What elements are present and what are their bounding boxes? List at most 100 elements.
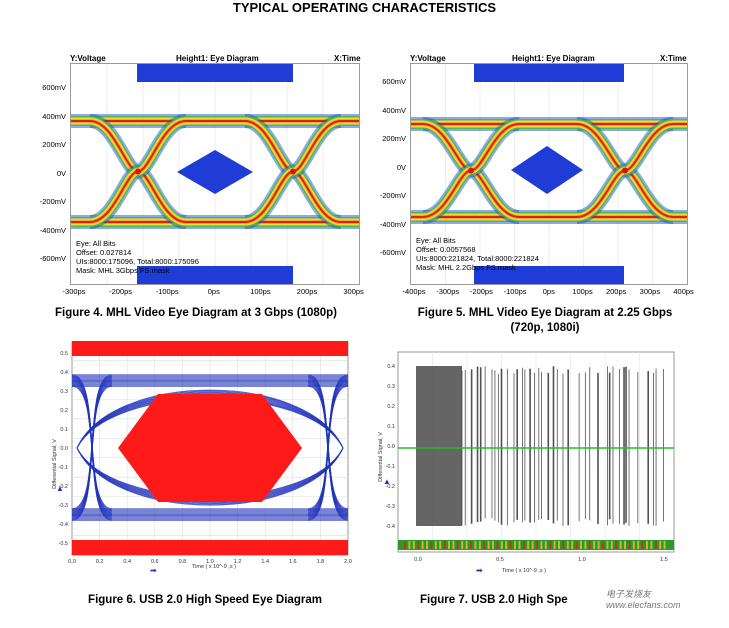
fig6-y-tick: 0.5: [60, 351, 68, 357]
fig7-decode-mark: [624, 541, 626, 549]
fig4-y-tick: -400mV: [39, 225, 66, 235]
fig7-x-tick: 0.0: [414, 557, 422, 563]
fig7-x-arrow-icon: ➡: [476, 566, 483, 575]
fig6-x-tick: 2.0: [344, 559, 352, 565]
fig5-y-tick: -200mV: [379, 191, 406, 200]
fig7-decode-mark: [421, 541, 424, 549]
fig5-x-tick: -100ps: [503, 287, 527, 296]
fig7-decode-mark: [610, 541, 613, 549]
fig6-y-tick: 0.3: [60, 389, 68, 395]
fig4-y-tick: 0V: [56, 168, 66, 178]
fig6-usb-eye-diagram: 0.5 0.4 0.3 0.2 0.1 0.0 -0.1 -0.2 -0.3 -0.4 -0.5 0.…: [56, 341, 352, 575]
fig4-bottom-rail: [71, 221, 359, 223]
fig7-decode-mark: [487, 541, 490, 549]
fig7-decode-mark: [496, 541, 499, 549]
fig7-usb-waveform: 0.4 0.3 0.2 0.1 0.0 -0.1 -0.2 -0.3 -0.4 0.0 0.5 1.0…: [383, 351, 675, 575]
fig5-x-tick: 400ps: [673, 287, 694, 296]
fig5-crossing-point: [468, 167, 474, 174]
fig7-decode-mark: [637, 541, 640, 549]
fig7-decode-mark: [659, 541, 662, 549]
fig7-decode-mark: [430, 541, 433, 549]
fig6-x-arrow-icon: ➡: [150, 566, 157, 575]
fig4-crossing-point: [135, 168, 141, 175]
fig6-x-axis-label: Time ( x 10^-9 ,s ): [192, 564, 236, 570]
fig5-mask-center: [511, 146, 583, 194]
fig5-info-uis: UIs:8000:221824, Total:8000:221824: [416, 254, 539, 263]
fig7-decode-mark: [434, 541, 437, 549]
fig4-info-offset: Offset: 0.027814: [76, 248, 132, 257]
fig6-y-tick: 0.0: [60, 446, 68, 452]
fig4-info-box: Eye: All Bits Offset: 0.027814 UIs:8000:…: [76, 239, 199, 275]
fig4-y-tick: 400mV: [42, 111, 66, 121]
fig4-info-uis: UIs:8000:175096, Total:8000:175096: [76, 257, 199, 266]
fig5-y-tick: 0V: [396, 162, 406, 172]
fig7-decode-mark: [584, 541, 587, 549]
fig7-decode-mark: [562, 541, 565, 549]
fig6-mask-center: [118, 394, 302, 502]
fig7-decode-mark: [650, 541, 653, 549]
figure-4-caption: Figure 4. MHL Video Eye Diagram at 3 Gbp…: [54, 307, 338, 319]
fig4-eye-diagram: [71, 64, 359, 284]
fig6-eye-trace: [307, 386, 349, 521]
fig5-x-tick: 200ps: [605, 287, 627, 296]
fig7-decode-mark: [575, 541, 578, 549]
fig6-x-tick: 0.4: [123, 559, 131, 565]
fig6-x-tick: 1.6: [289, 559, 297, 565]
fig5-plot-title: Height1: Eye Diagram: [512, 54, 595, 63]
figure-6-panel: 0.5 0.4 0.3 0.2 0.1 0.0 -0.1 -0.2 -0.3 -0.4 -0.5 0.…: [52, 341, 352, 577]
fig5-x-tick: 300ps: [639, 287, 661, 296]
fig7-decode-mark: [549, 541, 552, 549]
fig6-y-tick: -0.4: [59, 522, 68, 528]
fig7-decode-mark: [509, 541, 512, 549]
fig6-x-tick: 1.8: [317, 559, 325, 565]
fig6-x-tick: 1.0: [206, 559, 214, 565]
fig4-plot-title: Height1: Eye Diagram: [176, 54, 259, 63]
fig5-y-tick: 200mV: [382, 134, 406, 143]
fig4-x-tick: -300ps: [62, 287, 86, 296]
fig7-y-axis-label: Differential Signal, V: [377, 432, 384, 482]
fig7-y-tick: 0.1: [387, 424, 395, 430]
fig7-y-tick: -0.4: [386, 524, 395, 530]
fig4-x-axis-label: X:Time: [334, 54, 361, 63]
fig4-plot-area: [70, 63, 360, 285]
figure-5-caption: Figure 5. MHL Video Eye Diagram at 2.25 …: [380, 306, 710, 336]
fig5-x-tick: -400ps: [402, 287, 426, 296]
fig6-x-tick: 1.2: [234, 559, 242, 565]
figure-4-panel: Y:Voltage Height1: Eye Diagram X:Time 60…: [30, 54, 370, 296]
fig6-x-tick: 0.2: [96, 559, 104, 565]
fig5-info-box: Eye: All Bits Offset: 0.0057568 UIs:8000…: [416, 236, 539, 272]
fig6-y-tick: 0.2: [60, 408, 68, 414]
fig7-decode-mark: [602, 541, 604, 549]
fig7-decode-mark: [522, 541, 525, 549]
fig6-x-tick: 0.0: [68, 559, 76, 565]
fig7-y-tick: 0.0: [387, 444, 395, 450]
fig4-crossing-point: [290, 168, 296, 175]
fig7-y-tick: 0.4: [387, 364, 395, 370]
fig7-decode-mark: [597, 541, 600, 549]
fig7-decode-mark: [439, 541, 442, 549]
fig6-y-tick: -0.2: [59, 484, 68, 490]
fig7-decode-mark: [558, 541, 560, 549]
fig5-eye-diagram: [411, 64, 687, 284]
fig4-x-tick: -100ps: [155, 287, 179, 296]
fig4-y-tick: 600mV: [42, 83, 66, 92]
watermark-logo: 电子发烧友 www.elecfans.com: [606, 589, 681, 610]
fig5-x-tick: -200ps: [469, 287, 493, 296]
fig5-top-rail: [411, 123, 687, 125]
fig7-decode-mark: [646, 541, 648, 549]
fig7-decode-mark: [417, 541, 420, 549]
fig7-decode-mark: [465, 541, 468, 549]
fig5-plot-area: [410, 63, 688, 285]
fig7-decode-mark: [628, 541, 631, 549]
fig4-x-tick: 300ps: [343, 287, 364, 296]
fig7-decode-mark: [461, 541, 464, 549]
fig7-x-tick: 0.5: [496, 557, 504, 563]
fig4-y-tick: -200mV: [39, 197, 66, 206]
fig4-mask-center: [177, 150, 253, 194]
fig7-decode-mark: [615, 541, 618, 549]
fig6-y-tick: -0.3: [59, 503, 68, 509]
fig5-y-tick: 400mV: [382, 105, 406, 115]
fig7-decode-mark: [566, 541, 569, 549]
fig5-info-mask: Mask: MHL 2.2Gbps FS.mask: [416, 263, 516, 272]
fig6-eye-trace: [71, 386, 113, 521]
